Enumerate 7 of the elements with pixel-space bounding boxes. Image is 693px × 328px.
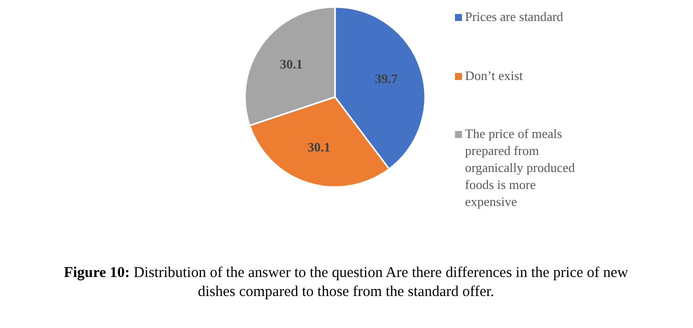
data-label: 30.1 — [308, 140, 330, 155]
legend-label: Prices are standard — [465, 8, 564, 24]
caption: Figure 10: Distribution of the answer to the question Are there differences in the price of new dishes compared to those from the standard offer. — [64, 265, 628, 300]
legend-label: Don’t exist — [465, 68, 524, 83]
legend-label: The price of meals prepared from organically produced foods is more expensive — [465, 126, 576, 209]
data-label: 39.7 — [374, 70, 398, 86]
data-label: 30.1 — [280, 56, 303, 72]
